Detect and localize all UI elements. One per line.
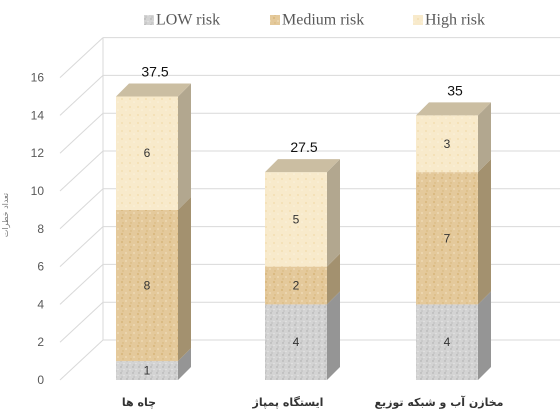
legend-label: High risk <box>425 12 485 29</box>
grid-diagonal <box>59 226 104 267</box>
bar-segment <box>416 291 491 380</box>
bar-top-face <box>416 102 491 116</box>
bar-front-face <box>265 304 327 380</box>
bar-front-face <box>265 172 327 267</box>
bar-side-face <box>178 196 191 362</box>
legend-swatch <box>413 15 423 25</box>
segment-value-label: 6 <box>144 146 151 160</box>
segment-value-label: 2 <box>293 279 300 293</box>
bar-segment <box>265 291 340 380</box>
grid-diagonal <box>59 301 104 343</box>
bar-side-face <box>178 83 191 210</box>
bar-side-face <box>478 291 491 380</box>
y-tick-label: 8 <box>37 222 44 236</box>
y-tick-label: 6 <box>37 260 44 274</box>
bar-segment <box>265 253 340 305</box>
bar-total-label: 37.5 <box>141 64 168 80</box>
y-tick-label: 16 <box>31 71 45 85</box>
bar-top-face <box>116 83 191 97</box>
bar-segment <box>416 102 491 173</box>
bar-segment <box>416 159 491 305</box>
y-tick-label: 0 <box>37 373 44 387</box>
bar-front-face <box>116 209 178 362</box>
segment-value-label: 5 <box>293 212 300 226</box>
bar-side-face <box>327 159 340 267</box>
segment-value-label: 4 <box>293 335 300 349</box>
bar-top-face <box>265 159 340 173</box>
bar-front-face <box>416 172 478 305</box>
bar-total-label: 27.5 <box>290 139 317 155</box>
legend-label: Medium risk <box>282 12 364 29</box>
bar-side-face <box>327 291 340 380</box>
y-tick-label: 2 <box>37 335 44 349</box>
grid-diagonal <box>59 150 104 192</box>
grid-diagonal <box>59 339 104 381</box>
legend-swatch <box>144 15 154 25</box>
legend-item: High risk <box>413 12 485 29</box>
bar-side-face <box>478 102 491 173</box>
grid-diagonal <box>59 75 104 116</box>
bar-front-face <box>416 115 478 173</box>
y-tick-label: 4 <box>37 297 44 311</box>
segment-value-label: 4 <box>444 335 451 349</box>
bar-side-face <box>478 159 491 305</box>
grid-diagonal <box>59 188 104 230</box>
bar-total-label: 35 <box>447 82 463 98</box>
category-label: ایستگاه پمپاژ <box>252 396 324 409</box>
category-label: چاه ها <box>122 396 156 409</box>
legend-swatch <box>270 15 280 25</box>
bar-side-face <box>327 253 340 305</box>
y-tick-label: 14 <box>31 108 45 122</box>
bar-side-face <box>178 348 191 380</box>
bar-segment <box>265 159 340 267</box>
bar-segment <box>116 348 191 380</box>
y-tick-label: 12 <box>31 146 45 160</box>
bar-front-face <box>265 266 327 305</box>
bar-front-face <box>116 361 178 380</box>
grid-diagonal <box>59 37 104 78</box>
legend-item: Medium risk <box>270 12 364 29</box>
bar-front-face <box>416 304 478 380</box>
segment-value-label: 8 <box>144 279 151 293</box>
segment-value-label: 1 <box>144 364 151 378</box>
y-tick-label: 10 <box>31 184 45 198</box>
legend-item: LOW risk <box>144 12 220 29</box>
grid-diagonal <box>59 264 104 305</box>
segment-value-label: 7 <box>444 231 451 245</box>
y-axis-label: تعداد خطرات <box>1 193 10 237</box>
bar-front-face <box>116 96 178 210</box>
bar-segment <box>116 83 191 210</box>
legend-label: LOW risk <box>156 12 220 29</box>
category-label: مخازن آب و شبکه توزیع <box>375 395 504 409</box>
bar-segment <box>116 196 191 362</box>
segment-value-label: 3 <box>444 137 451 151</box>
grid-diagonal <box>59 112 104 154</box>
